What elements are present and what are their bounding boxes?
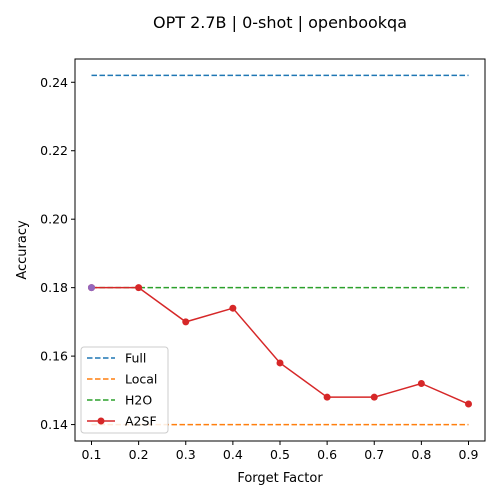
legend-marker bbox=[97, 417, 105, 425]
x-tick-label: 0.5 bbox=[270, 447, 290, 462]
x-tick-label: 0.2 bbox=[129, 447, 149, 462]
x-tick-label: 0.4 bbox=[223, 447, 243, 462]
y-axis: 0.14 0.16 0.18 0.20 0.22 0.24 bbox=[40, 75, 75, 432]
legend-label: H2O bbox=[125, 393, 152, 408]
x-tick-label: 0.6 bbox=[317, 447, 337, 462]
legend-box bbox=[80, 346, 169, 434]
y-tick-label: 0.18 bbox=[40, 280, 68, 295]
y-tick-label: 0.20 bbox=[40, 212, 68, 227]
x-tick-label: 0.8 bbox=[411, 447, 431, 462]
y-tick-label: 0.22 bbox=[40, 143, 68, 158]
x-tick-label: 0.7 bbox=[364, 447, 384, 462]
legend-label: A2SF bbox=[125, 414, 157, 429]
x-axis: 0.1 0.2 0.3 0.4 0.5 0.6 0.7 0.8 0.9 bbox=[82, 441, 479, 462]
series-point-a2sf bbox=[323, 393, 331, 401]
y-tick-label: 0.16 bbox=[40, 349, 68, 364]
y-axis-title: Accuracy bbox=[15, 220, 30, 280]
x-tick-label: 0.1 bbox=[82, 447, 102, 462]
plot-lines bbox=[87, 74, 473, 426]
y-tick-label: 0.24 bbox=[40, 75, 68, 90]
chart-title: OPT 2.7B | 0-shot | openbookqa bbox=[153, 13, 407, 32]
series-point-a2sf bbox=[135, 284, 143, 292]
x-tick-label: 0.9 bbox=[459, 447, 479, 462]
series-point-a2sf bbox=[182, 318, 190, 326]
series-point-a2sf bbox=[276, 359, 284, 367]
x-axis-title: Forget Factor bbox=[237, 471, 323, 486]
y-tick-label: 0.14 bbox=[40, 417, 68, 432]
series-point-a2sf bbox=[370, 393, 378, 401]
legend: Full Local H2O A2SF bbox=[80, 346, 169, 434]
highlight-point bbox=[87, 284, 95, 292]
series-point-a2sf bbox=[229, 304, 237, 312]
series-point-a2sf bbox=[417, 379, 425, 387]
series-point-a2sf bbox=[465, 400, 473, 408]
legend-label: Full bbox=[125, 351, 146, 366]
legend-label: Local bbox=[125, 372, 157, 387]
x-tick-label: 0.3 bbox=[176, 447, 196, 462]
